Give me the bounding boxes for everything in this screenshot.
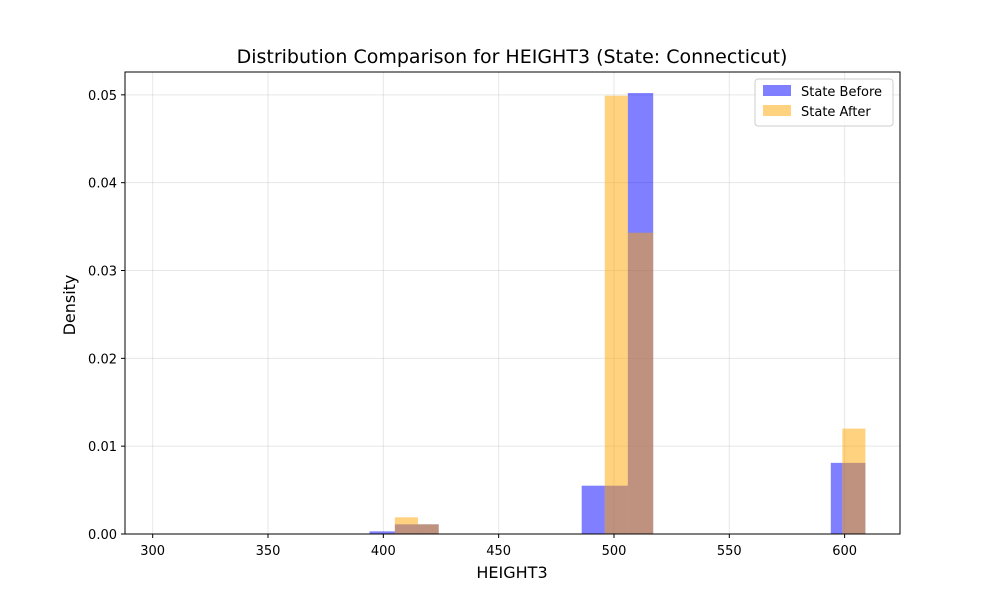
x-tick-label: 550 <box>717 544 742 559</box>
plot-frame <box>124 71 901 535</box>
x-tick-label: 500 <box>602 544 627 559</box>
y-tick-label: 0.05 <box>88 89 117 104</box>
y-tick-label: 0.00 <box>88 528 117 543</box>
bar-state-after <box>627 232 654 535</box>
legend-label-state-before: State Before <box>801 85 882 100</box>
bar-state-before <box>369 531 395 534</box>
y-axis-label: Density <box>60 275 79 336</box>
legend: State Before State After <box>754 78 894 127</box>
x-tick-label: 400 <box>371 544 396 559</box>
bar-state-after <box>417 524 439 534</box>
legend-label-state-after: State After <box>801 105 871 120</box>
x-tick-label: 300 <box>140 544 165 559</box>
y-tick-label: 0.02 <box>88 352 117 367</box>
bars <box>369 93 866 535</box>
grid <box>125 72 900 535</box>
x-axis-label: HEIGHT3 <box>476 563 547 582</box>
y-tick-label: 0.01 <box>88 440 117 455</box>
legend-swatch-state-before <box>763 85 791 96</box>
bar-state-after <box>842 428 866 534</box>
ticks: 300 350 400 450 500 550 600 0.00 0.01 0.02 0.03 0.0… <box>88 89 857 559</box>
y-tick-label: 0.04 <box>88 177 117 192</box>
bar-state-before <box>581 485 605 534</box>
x-tick-label: 350 <box>256 544 281 559</box>
bar-state-before <box>830 462 843 534</box>
x-tick-label: 600 <box>832 544 857 559</box>
legend-swatch-state-after <box>763 105 791 116</box>
y-tick-label: 0.03 <box>88 265 117 280</box>
x-tick-label: 450 <box>486 544 511 559</box>
bar-state-after <box>604 95 628 534</box>
chart-title: Distribution Comparison for HEIGHT3 (Sta… <box>237 46 788 68</box>
bar-state-after <box>394 517 418 534</box>
